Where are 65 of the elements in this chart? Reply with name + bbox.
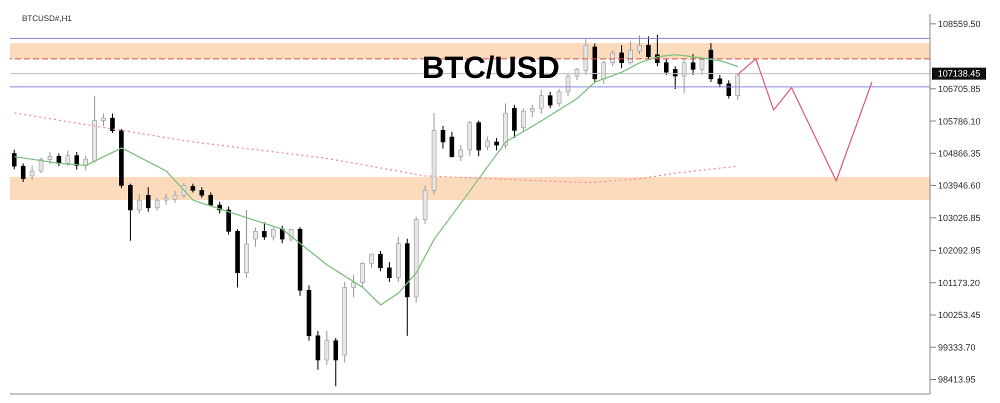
candlestick xyxy=(530,104,535,118)
candlestick xyxy=(556,88,562,108)
candlestick xyxy=(38,156,44,174)
candlestick xyxy=(619,44,624,68)
candlestick xyxy=(690,53,696,76)
candlestick xyxy=(154,197,160,212)
y-tick-label: 105786.10 xyxy=(938,116,981,126)
candlestick xyxy=(682,58,686,94)
y-tick-label: 100253.45 xyxy=(938,310,981,320)
annotation: BTCUSD#,H1 xyxy=(22,14,72,23)
candlestick xyxy=(512,104,517,139)
candlestick xyxy=(485,136,490,151)
candlestick xyxy=(538,89,544,114)
candlestick xyxy=(12,149,17,170)
y-tick-label: 106705.85 xyxy=(938,84,981,94)
candlestick xyxy=(324,330,330,366)
candlestick xyxy=(628,41,633,65)
candlestick xyxy=(664,58,669,76)
candlestick xyxy=(646,36,651,60)
y-tick-label: 108559.50 xyxy=(938,19,981,30)
candlestick xyxy=(270,226,276,241)
candlestick xyxy=(726,80,732,99)
candlestick xyxy=(735,72,740,100)
y-tick-label: 103946.60 xyxy=(938,180,981,191)
y-tick-label: 104866.35 xyxy=(938,148,981,158)
candlestick xyxy=(360,262,365,288)
candlestick xyxy=(226,206,231,235)
candlestick xyxy=(253,226,258,248)
y-tick-label: 101173.20 xyxy=(938,278,980,288)
candlestick xyxy=(458,144,464,162)
candlestick xyxy=(146,186,151,212)
candlestick xyxy=(172,190,178,204)
candlestick xyxy=(30,164,34,181)
candlestick xyxy=(20,162,26,182)
y-tick-label: 99333.70 xyxy=(938,342,976,352)
ref-line-label: 107138.45 xyxy=(938,68,980,79)
candlestick xyxy=(110,113,115,134)
y-tick-label: 103026.85 xyxy=(938,212,981,223)
text: BTC/USD xyxy=(422,50,560,86)
candlestick xyxy=(262,222,267,240)
candlestick xyxy=(200,186,204,198)
candlestick xyxy=(637,34,642,54)
candlestick xyxy=(369,253,374,268)
candlestick xyxy=(136,194,142,214)
candlestick xyxy=(164,194,168,206)
candlestick xyxy=(48,152,52,165)
candlestick xyxy=(208,192,214,207)
candlestick xyxy=(521,108,526,132)
candlestick xyxy=(280,225,284,244)
candlestick xyxy=(66,150,70,167)
candlestick xyxy=(101,113,106,126)
candlestick xyxy=(574,67,580,81)
candlestick xyxy=(610,50,615,67)
candlestick xyxy=(387,262,392,282)
candlestick xyxy=(718,74,722,88)
candlestick xyxy=(333,337,338,387)
candlestick xyxy=(566,72,570,97)
candlestick xyxy=(548,91,552,109)
y-tick-label: 102092.95 xyxy=(938,246,981,256)
candlestick xyxy=(440,125,446,150)
y-tick-label: 98413.95 xyxy=(938,374,976,385)
candlestick xyxy=(351,274,356,298)
candlestick xyxy=(450,131,454,158)
candlestick xyxy=(378,250,383,272)
candlestick xyxy=(494,138,499,151)
